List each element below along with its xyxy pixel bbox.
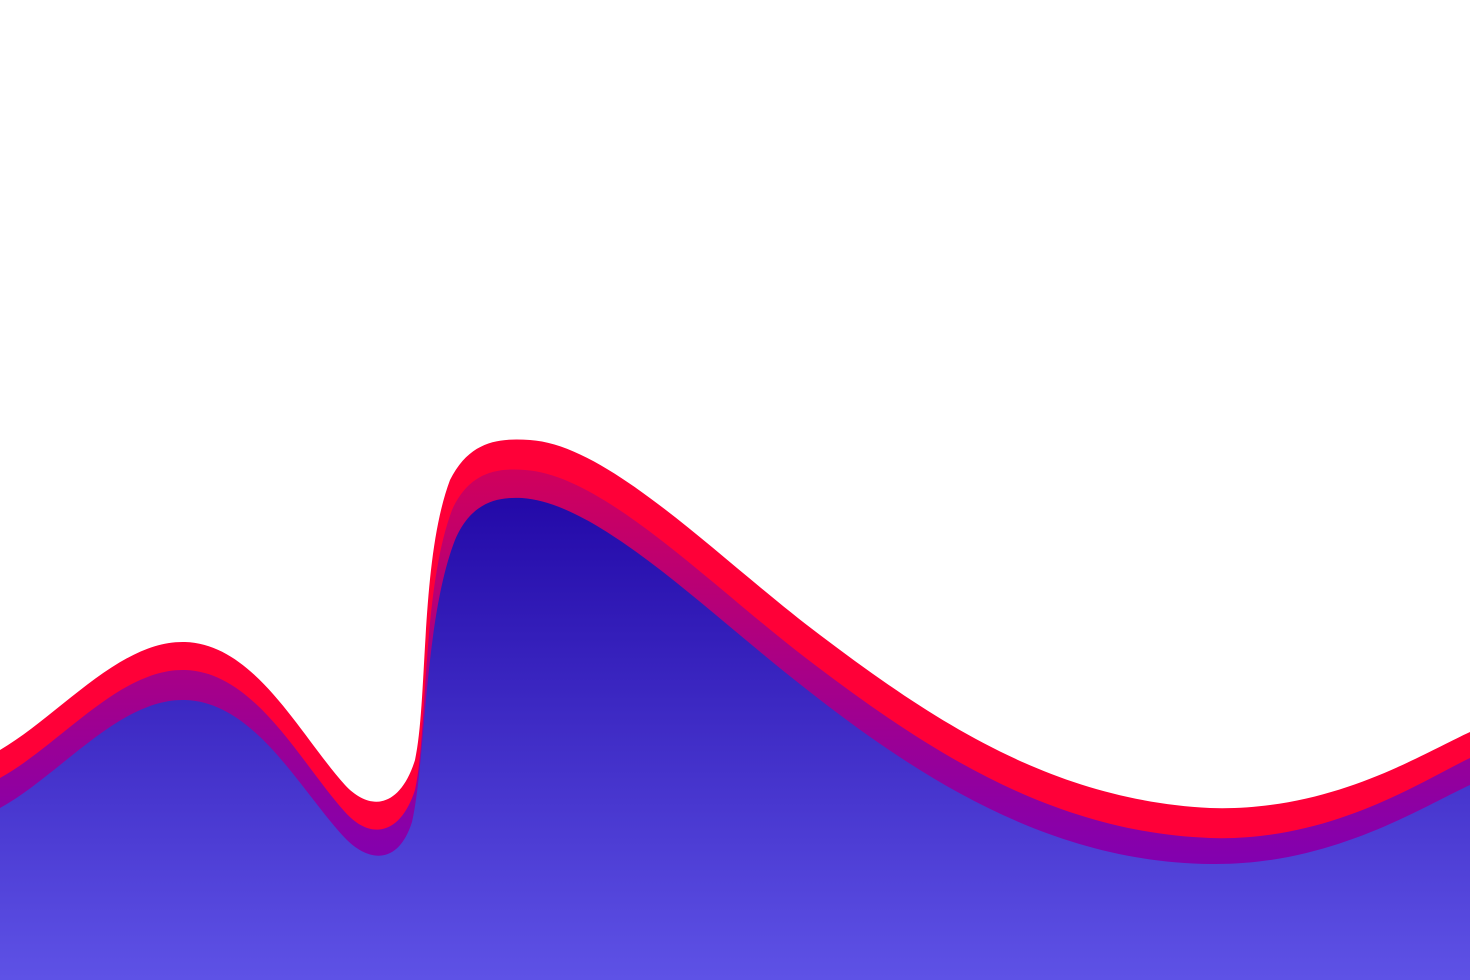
wave-bottom-fill [0, 497, 1470, 980]
